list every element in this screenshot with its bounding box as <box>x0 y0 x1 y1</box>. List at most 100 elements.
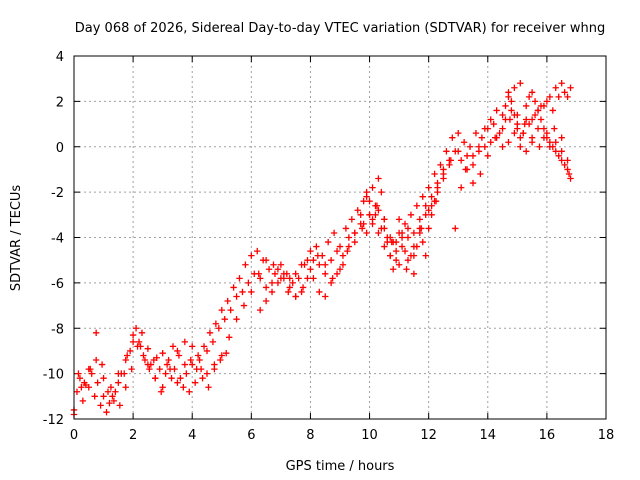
data-point <box>425 225 432 232</box>
x-tick-label: 6 <box>247 428 255 443</box>
data-point <box>159 350 166 357</box>
data-point <box>307 247 314 255</box>
x-tick-label: 14 <box>480 428 497 443</box>
data-point <box>469 152 477 160</box>
data-point <box>502 102 509 110</box>
data-point <box>401 247 409 255</box>
data-points <box>70 80 574 418</box>
data-point <box>316 288 323 296</box>
data-point <box>299 284 307 291</box>
data-point <box>295 275 302 282</box>
data-point <box>75 370 82 377</box>
data-point <box>115 370 122 377</box>
data-point <box>236 275 243 282</box>
data-point <box>245 279 252 287</box>
data-point <box>304 275 311 282</box>
data-point <box>233 293 240 300</box>
x-tick-label: 10 <box>361 428 378 443</box>
data-point <box>186 388 193 395</box>
data-point <box>528 89 536 96</box>
data-point <box>327 256 335 264</box>
data-point <box>322 261 329 268</box>
data-point <box>540 102 548 110</box>
data-point <box>94 379 101 386</box>
x-tick-label: 16 <box>539 428 556 443</box>
data-point <box>428 193 435 200</box>
data-point <box>322 293 329 300</box>
data-point <box>76 374 84 382</box>
data-point <box>209 338 217 346</box>
data-point <box>193 365 200 373</box>
data-point <box>419 238 426 246</box>
data-point <box>469 161 477 169</box>
x-tick-label: 18 <box>598 428 615 443</box>
data-point <box>431 170 438 178</box>
data-point <box>100 374 107 382</box>
data-point <box>354 207 361 214</box>
data-point <box>395 216 403 223</box>
data-point <box>138 329 146 336</box>
data-point <box>100 393 107 400</box>
data-point <box>255 270 262 277</box>
data-point <box>129 338 137 346</box>
data-point <box>144 345 152 352</box>
data-point <box>531 111 539 119</box>
data-point <box>546 139 554 146</box>
x-tick-labels: 0 2 4 6 8 10 12 14 16 18 <box>70 428 614 443</box>
data-series-trace-a <box>70 84 574 414</box>
data-point <box>564 166 571 173</box>
data-point <box>333 270 341 277</box>
data-point <box>511 84 518 91</box>
data-point <box>517 80 524 87</box>
data-point <box>92 329 100 336</box>
data-point <box>543 98 551 105</box>
data-point <box>413 243 421 250</box>
y-tick-label: -12 <box>43 413 64 428</box>
data-point <box>121 370 128 377</box>
x-tick-label: 2 <box>129 428 137 443</box>
data-point <box>425 184 432 191</box>
data-point <box>144 361 152 368</box>
data-point <box>499 125 506 132</box>
data-point <box>549 143 556 150</box>
data-point <box>505 89 512 96</box>
data-point <box>463 152 471 160</box>
data-point <box>327 279 335 287</box>
data-point <box>455 129 462 137</box>
data-point <box>339 252 347 259</box>
data-point <box>157 388 165 395</box>
data-point <box>150 356 157 364</box>
data-point <box>523 116 530 123</box>
data-point <box>404 256 412 264</box>
data-point <box>336 243 344 250</box>
data-point <box>310 275 317 282</box>
data-point <box>546 93 554 101</box>
data-point <box>475 143 483 150</box>
data-point <box>109 393 116 400</box>
data-point <box>274 279 282 287</box>
x-tick-label: 8 <box>306 428 314 443</box>
data-point <box>344 247 351 255</box>
data-point <box>506 116 514 123</box>
data-point <box>98 361 106 368</box>
data-point <box>152 374 159 382</box>
data-point <box>422 211 429 219</box>
data-point <box>446 161 453 169</box>
data-point <box>561 161 568 169</box>
data-point <box>523 148 530 155</box>
data-point <box>481 143 489 150</box>
data-point <box>395 261 403 268</box>
data-point <box>410 229 418 237</box>
data-point <box>404 225 412 232</box>
y-tick-label: 0 <box>56 141 64 156</box>
data-point <box>128 365 135 373</box>
data-point <box>286 275 293 282</box>
data-point <box>304 256 311 264</box>
plot-frame <box>73 55 607 420</box>
data-point <box>375 207 382 214</box>
data-point <box>248 252 255 259</box>
data-point <box>413 202 421 209</box>
x-tick-label: 12 <box>420 428 437 443</box>
data-point <box>390 266 397 273</box>
